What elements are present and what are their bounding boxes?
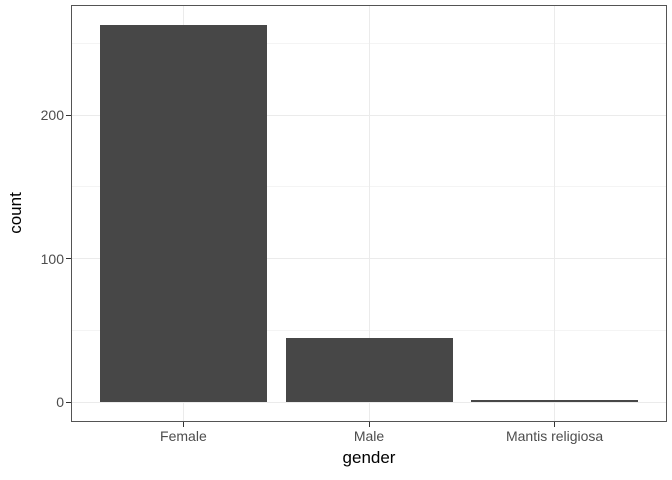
bar-female <box>99 24 267 403</box>
x-tick-label-1: Male <box>353 428 385 444</box>
x-tick-mark-1 <box>368 422 370 427</box>
gridline-major-x-1 <box>368 6 370 421</box>
y-axis-title: count <box>6 192 25 234</box>
gridline-major-x-2 <box>554 6 556 421</box>
x-tick-mark-2 <box>554 422 556 427</box>
y-tick-label-0: 0 <box>56 394 64 411</box>
x-tick-label-0: Female <box>160 428 207 444</box>
x-axis-title: gender <box>342 448 396 467</box>
y-tick-mark-0 <box>66 401 71 403</box>
bar-mantis-religiosa <box>471 399 639 403</box>
y-tick-label-200: 200 <box>40 107 64 124</box>
y-tick-label-100: 100 <box>40 250 64 267</box>
y-tick-mark-100 <box>66 258 71 260</box>
plot-panel <box>71 5 667 422</box>
bar-male <box>285 337 453 403</box>
x-tick-label-2: Mantis religiosa <box>505 428 604 444</box>
y-tick-mark-200 <box>66 114 71 116</box>
x-tick-mark-0 <box>182 422 184 427</box>
